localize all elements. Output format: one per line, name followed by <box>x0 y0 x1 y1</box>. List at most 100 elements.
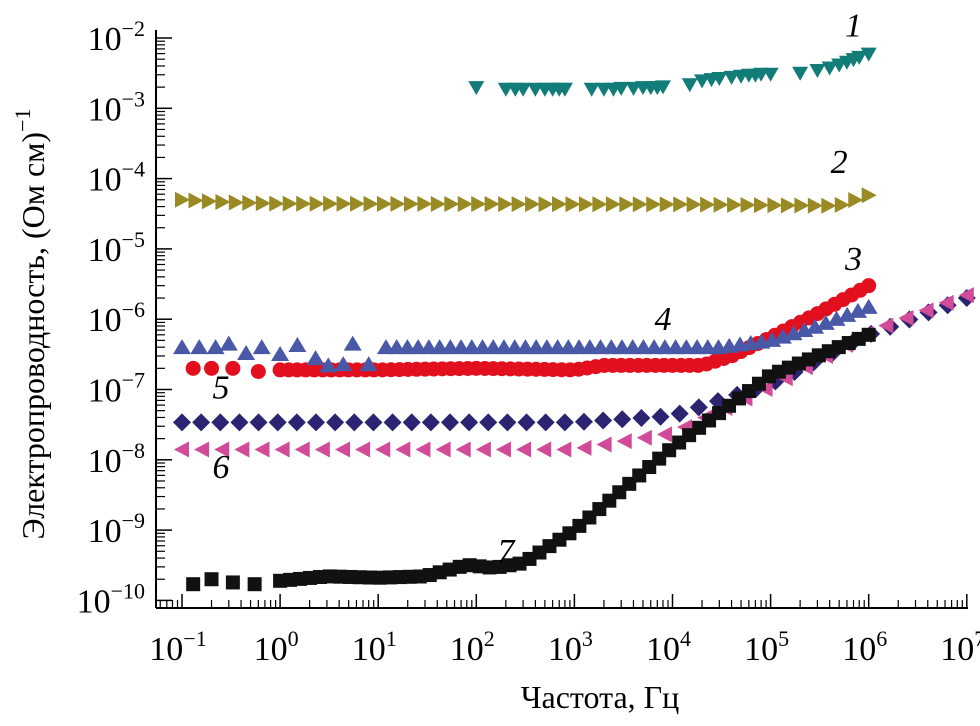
marker-triangle-left <box>355 441 371 458</box>
marker-triangle-left <box>174 441 189 458</box>
marker-triangle-left <box>596 436 612 453</box>
marker-triangle-down <box>654 80 671 95</box>
marker-triangle-down <box>851 50 868 65</box>
marker-triangle-right <box>713 196 729 213</box>
marker-diamond <box>326 413 345 432</box>
x-tick-label: 106 <box>842 626 887 668</box>
marker-triangle-left <box>214 441 230 458</box>
marker-triangle-left <box>254 441 270 458</box>
series-3 <box>185 278 877 380</box>
marker-triangle-down <box>809 64 826 79</box>
x-tick-label: 104 <box>646 626 691 668</box>
marker-triangle-up <box>848 302 867 318</box>
marker-triangle-right <box>255 195 271 212</box>
marker-triangle-down <box>792 66 809 81</box>
marker-triangle-right <box>269 195 285 212</box>
marker-triangle-right <box>821 197 837 214</box>
marker-diamond <box>421 413 440 432</box>
marker-triangle-right <box>175 191 190 208</box>
marker-triangle-left <box>274 441 290 458</box>
marker-triangle-right <box>457 195 473 212</box>
x-tick-label: 103 <box>548 626 593 668</box>
marker-triangle-right <box>242 194 258 211</box>
marker-triangle-right <box>430 195 446 212</box>
marker-triangle-up <box>816 314 835 330</box>
marker-triangle-right <box>807 197 823 214</box>
marker-triangle-up <box>859 298 878 314</box>
marker-triangle-left <box>294 441 310 458</box>
marker-triangle-right <box>727 196 743 213</box>
marker-diamond <box>402 413 421 432</box>
marker-triangle-right <box>296 195 312 212</box>
marker-diamond <box>345 413 364 432</box>
marker-triangle-up <box>288 336 307 352</box>
marker-triangle-right <box>336 195 352 212</box>
axes: 10−1 100 101 102 103 104 105 106 107 10−2 10−3 10−4… <box>77 16 980 668</box>
marker-triangle-right <box>215 193 231 210</box>
marker-triangle-down <box>821 61 838 76</box>
marker-triangle-left <box>536 441 552 458</box>
series-label-2: 2 <box>831 144 848 181</box>
marker-triangle-up <box>806 318 825 334</box>
marker-diamond <box>594 411 613 430</box>
marker-diamond <box>574 412 593 431</box>
marker-triangle-right <box>309 195 325 212</box>
marker-triangle-left <box>556 441 572 458</box>
marker-circle <box>204 360 220 376</box>
marker-triangle-up <box>319 357 338 373</box>
marker-triangle-down <box>723 70 740 85</box>
x-axis-title: Частота, Гц <box>521 679 680 715</box>
y-tick-label: 10−6 <box>88 297 145 339</box>
marker-diamond <box>364 413 383 432</box>
marker-triangle-down <box>711 71 728 86</box>
marker-triangle-right <box>390 195 406 212</box>
marker-triangle-left <box>314 441 330 458</box>
marker-triangle-right <box>417 195 433 212</box>
y-tick-label: 10−5 <box>88 227 145 269</box>
marker-triangle-left <box>475 441 491 458</box>
marker-triangle-up <box>359 356 378 372</box>
marker-triangle-right <box>740 197 756 214</box>
marker-triangle-right <box>552 196 568 213</box>
marker-triangle-down <box>468 81 485 96</box>
marker-triangle-up <box>252 339 271 355</box>
y-tick-label: 10−10 <box>77 578 145 620</box>
marker-triangle-left <box>375 441 391 458</box>
marker-triangle-right <box>376 195 392 212</box>
marker-diamond <box>211 413 230 432</box>
marker-square <box>204 572 219 587</box>
marker-diamond <box>498 413 517 432</box>
marker-triangle-left <box>495 441 511 458</box>
marker-square <box>861 327 876 342</box>
marker-triangle-right <box>538 196 554 213</box>
series-labels: 1 2 3 4 5 6 7 <box>213 8 862 571</box>
series-label-7: 7 <box>497 533 516 570</box>
marker-triangle-right <box>605 196 621 213</box>
series-label-5: 5 <box>213 369 230 406</box>
marker-diamond <box>173 413 191 432</box>
marker-triangle-left <box>516 441 532 458</box>
marker-triangle-left <box>194 441 210 458</box>
series-label-6: 6 <box>213 449 230 486</box>
marker-triangle-down <box>613 81 630 96</box>
marker-triangle-right <box>619 196 635 213</box>
y-axis-title-text: Электропроводность, (Ом см) <box>15 132 51 540</box>
marker-diamond <box>192 413 211 432</box>
marker-diamond <box>536 413 555 432</box>
marker-triangle-right <box>578 196 594 213</box>
marker-triangle-left <box>395 441 411 458</box>
marker-diamond <box>249 413 268 432</box>
marker-diamond <box>632 409 651 428</box>
x-tick-label: 101 <box>352 626 397 668</box>
marker-triangle-right <box>471 196 487 213</box>
marker-triangle-left <box>435 441 451 458</box>
y-tick-label: 10−9 <box>88 508 145 550</box>
marker-circle <box>861 278 877 294</box>
x-tick-label: 100 <box>254 626 299 668</box>
marker-triangle-right <box>700 196 716 213</box>
marker-triangle-down <box>694 74 711 89</box>
marker-diamond <box>268 413 287 432</box>
marker-diamond <box>230 413 249 432</box>
marker-triangle-down <box>583 82 600 97</box>
